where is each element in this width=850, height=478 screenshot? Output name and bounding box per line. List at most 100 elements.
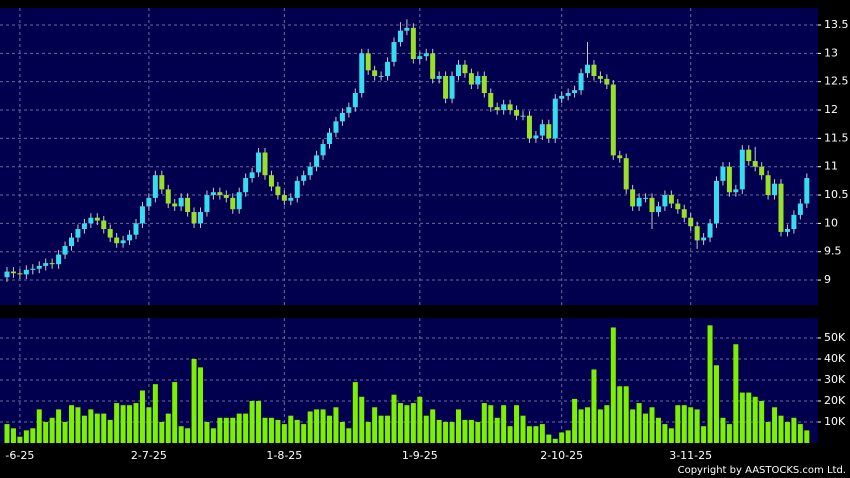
volume-bar <box>649 407 655 443</box>
candle-body <box>346 107 352 113</box>
volume-bar <box>4 424 10 443</box>
candle-body <box>436 76 442 79</box>
volume-bar <box>597 409 603 443</box>
volume-bar <box>501 405 507 443</box>
candle-body <box>636 197 642 207</box>
y-tick-label: 10 <box>824 216 838 229</box>
candle-body <box>294 180 300 198</box>
volume-bar <box>514 405 520 443</box>
candle-body <box>139 206 145 224</box>
volume-bar <box>539 424 545 443</box>
candle-body <box>36 265 42 269</box>
volume-bar <box>397 403 403 443</box>
candle-body <box>481 76 487 94</box>
volume-bar <box>475 421 481 443</box>
candle-body <box>56 254 62 265</box>
candle-body <box>120 240 126 244</box>
volume-bar <box>578 409 584 443</box>
volume-bar <box>365 421 371 443</box>
candle-body <box>526 115 532 139</box>
candle-body <box>101 220 107 230</box>
candle-body <box>520 115 526 117</box>
candle-body <box>765 175 771 196</box>
volume-bar <box>10 428 16 443</box>
candle-body <box>681 209 687 218</box>
volume-bar <box>804 430 810 443</box>
y-tick-label: 10.5 <box>824 188 849 201</box>
volume-bar <box>352 382 358 443</box>
volume-bar <box>69 405 74 443</box>
candle-body <box>797 203 803 215</box>
volume-bar <box>256 400 262 443</box>
candle-body <box>49 263 55 265</box>
candle-body <box>230 197 236 210</box>
y-tick-label: 10K <box>824 415 846 428</box>
candle-body <box>198 212 203 224</box>
volume-bar <box>630 409 636 443</box>
volume-bar <box>327 415 332 443</box>
volume-bar <box>694 409 700 443</box>
y-tick-label: 9 <box>824 273 831 286</box>
y-tick-label: 11 <box>824 160 838 173</box>
candle-body <box>69 237 74 247</box>
volume-bar <box>275 419 281 443</box>
y-tick-label: 20K <box>824 394 846 407</box>
volume-bar <box>681 405 687 443</box>
volume-bar <box>701 426 707 443</box>
candle-body <box>585 64 590 74</box>
candle-body <box>778 183 784 232</box>
candle-body <box>365 53 371 71</box>
candle-body <box>94 217 100 221</box>
candle-body <box>456 64 461 77</box>
volume-bar <box>488 405 494 443</box>
volume-bar <box>404 405 410 443</box>
candle-body <box>462 64 468 74</box>
candle-body <box>62 246 68 255</box>
candle-body <box>217 192 223 196</box>
volume-bar <box>165 413 171 443</box>
volume-bar <box>759 400 765 443</box>
volume-bar <box>391 394 397 443</box>
candle-body <box>552 98 558 139</box>
volume-bar <box>720 417 726 443</box>
x-tick-label: -6-25 <box>5 449 34 462</box>
y-tick-label: 12 <box>824 103 838 116</box>
y-tick-label: 13.5 <box>824 18 849 31</box>
volume-bar <box>191 358 197 443</box>
volume-bar <box>610 327 616 443</box>
candle-body <box>127 234 133 241</box>
volume-bar <box>62 421 68 443</box>
volume-bar <box>333 407 339 443</box>
candle-body <box>10 271 16 274</box>
volume-bar <box>430 409 436 443</box>
volume-bar <box>378 415 384 443</box>
volume-bar <box>746 392 752 443</box>
candle-body <box>443 76 449 99</box>
volume-bar <box>726 424 732 443</box>
volume-bar <box>359 396 365 443</box>
candle-body <box>559 95 565 99</box>
candle-body <box>314 155 320 167</box>
candle-body <box>88 217 94 224</box>
volume-bar <box>797 424 803 443</box>
candle-body <box>210 192 216 196</box>
volume-bar <box>339 421 345 443</box>
volume-bar <box>791 417 797 443</box>
candle-body <box>307 166 313 176</box>
candle-body <box>268 175 274 187</box>
candle-body <box>4 271 10 278</box>
volume-bar <box>88 409 94 443</box>
volume-bar <box>436 419 442 443</box>
candle-body <box>578 73 584 91</box>
candle-body <box>23 269 29 275</box>
volume-bar <box>314 409 320 443</box>
y-tick-label: 40K <box>824 352 846 365</box>
candle-body <box>288 197 294 201</box>
x-tick-label: 3-11-25 <box>669 449 712 462</box>
candle-body <box>630 189 636 207</box>
candle-body <box>301 175 307 181</box>
volume-bar <box>778 415 784 443</box>
volume-bar <box>101 413 107 443</box>
volume-bar <box>507 426 513 443</box>
candle-body <box>339 112 345 122</box>
